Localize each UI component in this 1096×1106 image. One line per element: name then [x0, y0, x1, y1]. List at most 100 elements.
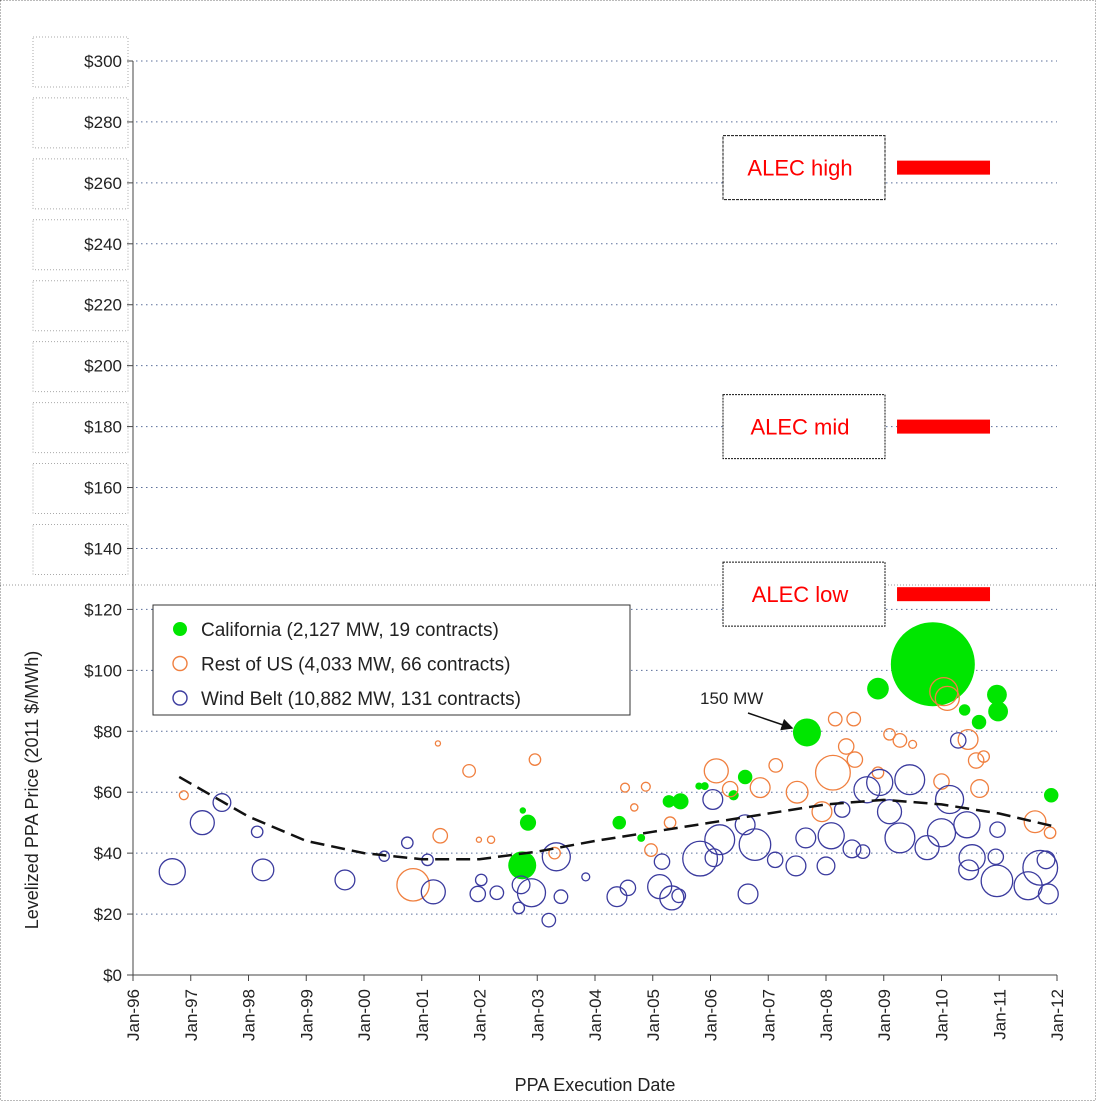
legend-label: California (2,127 MW, 19 contracts) [201, 620, 499, 641]
x-tick-label: Jan-97 [182, 989, 201, 1041]
tick-label-box [32, 219, 129, 271]
bubble [967, 752, 985, 769]
callout-label: 150 MW [700, 689, 763, 708]
bubble [766, 851, 784, 869]
bubble [933, 773, 950, 790]
bubble [508, 851, 537, 880]
bubble [672, 793, 689, 810]
bubble [817, 822, 845, 850]
tick-label-box [32, 523, 129, 575]
y-tick-label: $60 [94, 783, 122, 802]
bubble [908, 739, 918, 749]
bubble [637, 833, 646, 842]
y-tick-label: $0 [103, 966, 122, 985]
annotation-box [722, 135, 886, 201]
bubble [700, 782, 709, 791]
bubble [934, 685, 960, 712]
bubble [987, 684, 1007, 705]
y-tick-label: $240 [84, 235, 122, 254]
bubble [1043, 788, 1059, 803]
tick-label-box [32, 463, 129, 515]
legend-label: Wind Belt (10,882 MW, 131 contracts) [201, 689, 521, 710]
y-tick-label: $100 [84, 661, 122, 680]
legend-marker [173, 622, 187, 636]
bubble [855, 844, 871, 860]
bubble [988, 701, 1008, 722]
annotation-label: ALEC high [747, 156, 852, 181]
bubble [630, 803, 639, 812]
callout-arrow [747, 712, 794, 731]
y-tick-label: $200 [84, 357, 122, 376]
bubble [644, 843, 658, 857]
bubble [541, 842, 571, 872]
x-tick-label: Jan-06 [702, 989, 721, 1041]
bubble [640, 781, 651, 792]
bubble [662, 795, 676, 808]
x-tick-label: Jan-96 [124, 989, 143, 1041]
bubble [971, 714, 987, 730]
y-tick-label: $140 [84, 539, 122, 558]
bubble [475, 836, 483, 843]
bubble [768, 757, 784, 773]
bubble [977, 750, 991, 763]
x-axis-title: PPA Execution Date [515, 1075, 676, 1095]
x-tick-label: Jan-08 [817, 989, 836, 1041]
tick-label-box [32, 402, 129, 454]
bubble [867, 677, 889, 700]
bubble [528, 753, 542, 766]
bubble [846, 711, 862, 727]
bubble [866, 768, 894, 797]
bubble [178, 790, 189, 801]
bubble [516, 878, 547, 908]
bubble [619, 782, 631, 793]
bubble [884, 822, 916, 854]
annotation-box [722, 561, 886, 627]
bubble [989, 821, 1006, 838]
bubble [400, 836, 414, 850]
legend-marker [172, 655, 188, 672]
bubble [474, 873, 488, 887]
bubble [737, 769, 753, 785]
bubble [785, 855, 807, 877]
tick-label-box [32, 158, 129, 210]
annotation-label: ALEC low [752, 582, 849, 607]
bubble [541, 912, 557, 928]
bubble [738, 828, 772, 862]
bubble [734, 814, 756, 836]
bubble [671, 888, 687, 904]
bubble [980, 864, 1014, 898]
bubble [486, 835, 496, 844]
bubble [212, 793, 232, 813]
x-tick-label: Jan-00 [355, 989, 374, 1041]
bubble [695, 782, 703, 790]
bubble [958, 844, 986, 872]
annotation-box [722, 394, 886, 460]
y-axis-title: Levelized PPA Price (2011 $/MWh) [22, 651, 42, 929]
y-tick-label: $20 [94, 905, 122, 924]
series [178, 677, 1057, 902]
bubble [853, 776, 881, 804]
bubble [581, 872, 591, 882]
bubble [704, 824, 736, 856]
legend-marker [172, 690, 188, 706]
y-tick-label: $280 [84, 113, 122, 132]
bubble [785, 780, 809, 804]
bubble [914, 835, 940, 861]
bubble [1043, 826, 1057, 840]
bubble [892, 732, 908, 748]
x-tick-label: Jan-01 [413, 989, 432, 1041]
annotation-bar [897, 587, 991, 602]
bubble [894, 764, 926, 796]
series [508, 622, 1059, 880]
bubble [811, 801, 833, 823]
bubble [189, 810, 215, 836]
y-tick-label: $260 [84, 174, 122, 193]
bubble [871, 766, 885, 780]
bubble [890, 622, 975, 707]
bubble [926, 818, 957, 848]
bubble [396, 868, 430, 902]
bubble [934, 784, 965, 815]
y-tick-label: $120 [84, 600, 122, 619]
bubble [619, 879, 637, 897]
